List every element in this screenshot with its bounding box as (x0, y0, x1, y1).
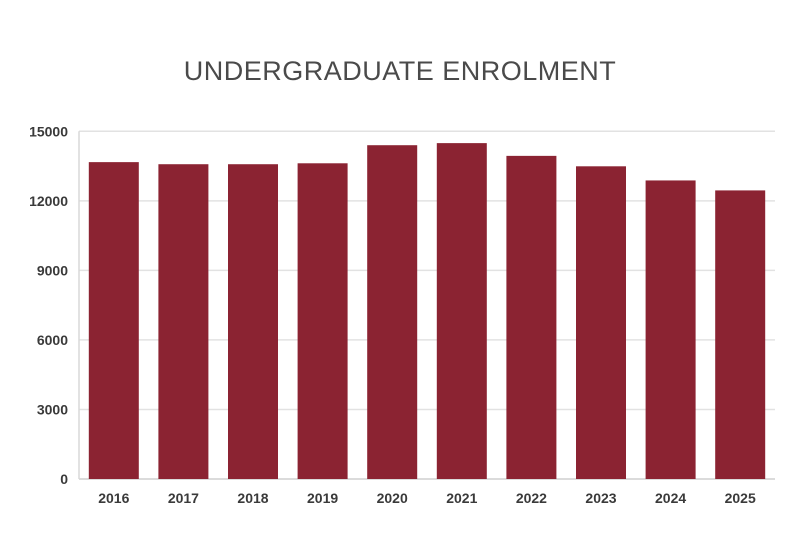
bar-2018 (228, 164, 278, 479)
bar-2019 (297, 163, 348, 480)
x-tick-label: 2018 (237, 490, 268, 506)
x-tick-label: 2017 (168, 490, 199, 506)
x-tick-label: 2020 (377, 490, 408, 506)
y-tick-label: 12000 (29, 193, 68, 209)
y-tick-label: 0 (60, 471, 68, 487)
x-tick-label: 2019 (307, 490, 338, 506)
x-tick-label: 2025 (725, 490, 756, 506)
bar-2023 (576, 166, 626, 479)
bar-2024 (645, 180, 696, 480)
x-tick-label: 2024 (655, 490, 686, 506)
bar-2021 (436, 143, 487, 479)
chart-title: UNDERGRADUATE ENROLMENT (183, 56, 617, 86)
bar-2020 (367, 145, 418, 479)
x-tick-label: 2016 (98, 490, 129, 506)
x-tick-label: 2023 (585, 490, 616, 506)
bar-2017 (158, 164, 209, 479)
bar-2022 (506, 155, 557, 480)
y-tick-label: 3000 (37, 401, 68, 417)
y-tick-label: 6000 (37, 332, 68, 348)
y-tick-label: 15000 (29, 123, 68, 139)
bar-2016 (88, 162, 139, 479)
x-tick-label: 2022 (516, 490, 547, 506)
bar-2025 (715, 190, 766, 479)
y-tick-label: 9000 (37, 262, 68, 278)
x-tick-label: 2021 (446, 490, 477, 506)
